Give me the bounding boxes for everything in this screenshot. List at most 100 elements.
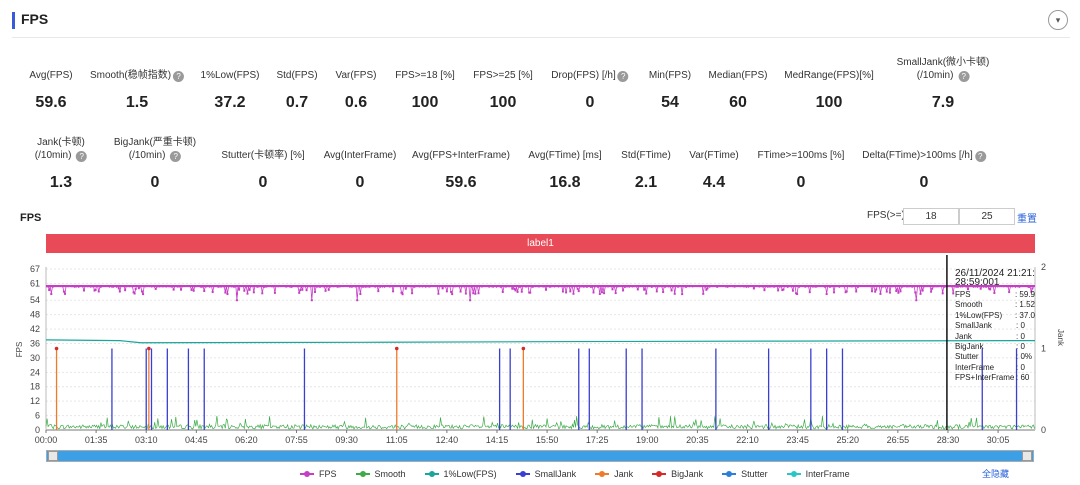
- fps-point: [298, 291, 301, 294]
- legend-item[interactable]: Stutter: [722, 467, 768, 481]
- fps-point: [514, 289, 517, 292]
- jank-marker: [521, 346, 526, 351]
- row2-metric: Delta(FTime)>100ms [/h]? 0: [862, 149, 986, 191]
- threshold-input-1[interactable]: [903, 208, 959, 225]
- fps-point: [529, 291, 532, 294]
- fps-point: [450, 290, 453, 293]
- fps-point: [154, 287, 157, 290]
- tooltip-row: Smooth: 1.52: [955, 300, 1035, 310]
- fps-point: [993, 291, 996, 294]
- metric-value: 0: [796, 174, 806, 191]
- metric-label: Std(FPS): [276, 70, 318, 81]
- fps-point: [299, 289, 302, 292]
- fps-point: [622, 289, 625, 292]
- fps-point: [967, 288, 970, 291]
- legend-item[interactable]: FPS: [300, 467, 337, 481]
- reset-button[interactable]: 重置: [1017, 214, 1037, 225]
- help-icon[interactable]: ?: [170, 151, 182, 162]
- legend-item[interactable]: 1%Low(FPS): [424, 467, 497, 481]
- fps-point: [844, 291, 847, 294]
- tooltip-key: Smooth: [955, 300, 983, 310]
- metric-label: Min(FPS): [648, 70, 692, 81]
- hide-all-button[interactable]: 全隐藏: [982, 469, 1010, 479]
- help-icon[interactable]: ?: [958, 71, 970, 82]
- x-tick-label: 06:20: [235, 435, 258, 445]
- jank-marker: [147, 346, 151, 351]
- tooltip-key: 1%Low(FPS): [955, 310, 1003, 320]
- tooltip-value: : 0: [1016, 362, 1025, 372]
- label-bar[interactable]: label1: [46, 234, 1035, 253]
- tooltip-value: : 59.9: [1014, 290, 1035, 299]
- slider-handle-right[interactable]: [1022, 451, 1032, 461]
- time-range-slider[interactable]: [46, 450, 1034, 462]
- metric-value: 100: [489, 94, 517, 111]
- y-axis-title: FPS: [15, 342, 24, 358]
- smooth-series-line: [45, 415, 1035, 431]
- fps-point: [914, 291, 917, 294]
- tooltip-value: : 0: [1016, 342, 1025, 352]
- fps-point: [871, 290, 874, 293]
- metric-value: 100: [815, 94, 843, 111]
- tooltip-value: : 37.0: [1014, 310, 1035, 320]
- fps-point: [305, 289, 308, 292]
- tooltip-row: Jank: 0: [955, 332, 1035, 342]
- fps-point: [919, 292, 922, 295]
- fps-point: [681, 293, 684, 296]
- fps-point: [248, 288, 251, 291]
- fps-point: [400, 291, 403, 294]
- fps-point: [569, 290, 572, 293]
- metric-value: 2.1: [634, 174, 658, 191]
- y2-axis-title: Jank: [1056, 329, 1065, 347]
- help-icon[interactable]: ?: [173, 71, 185, 82]
- fps-point: [777, 289, 780, 292]
- fps-point: [404, 287, 407, 290]
- metric-value: 0: [355, 174, 365, 191]
- legend-item[interactable]: Smooth: [355, 467, 406, 481]
- tooltip-key: FPS: [955, 290, 971, 299]
- metric-value: 59.6: [35, 94, 67, 111]
- legend-swatch: [515, 471, 530, 477]
- row2-metric: Avg(FPS+InterFrame) 59.6: [412, 149, 510, 191]
- row2-metric: Stutter(卡顿率) [%] 0: [221, 149, 305, 191]
- y2-tick-label: 1: [1041, 344, 1046, 354]
- tooltip-value: : 0: [1016, 321, 1025, 331]
- tooltip-key: FPS+InterFrame: [955, 373, 1015, 383]
- metric-label: SmallJank(微小卡顿): [896, 57, 990, 68]
- row1-metric: Min(FPS) 54: [648, 69, 692, 111]
- fps-point: [261, 292, 264, 295]
- fps-point: [989, 288, 992, 291]
- metric-label: Delta(FTime)>100ms [/h]?: [862, 149, 986, 162]
- slider-handle-left[interactable]: [48, 451, 58, 461]
- tooltip-key: InterFrame: [955, 362, 995, 372]
- accent-bar: [12, 12, 15, 29]
- tooltip-key: BigJank: [955, 342, 984, 352]
- y-tick-label: 36: [30, 338, 40, 348]
- legend-item[interactable]: InterFrame: [786, 467, 850, 481]
- fps-point: [93, 289, 96, 292]
- fps-point: [662, 291, 665, 294]
- legend-item[interactable]: Jank: [595, 467, 633, 481]
- fps-threshold-label: FPS(>=): [867, 210, 905, 221]
- low1-series-line: [45, 339, 1036, 344]
- collapse-icon[interactable]: ▾: [1048, 10, 1068, 30]
- y2-tick-label: 0: [1041, 425, 1046, 435]
- x-tick-label: 03:10: [135, 435, 158, 445]
- legend-label: Smooth: [374, 469, 406, 479]
- row1-metric: 1%Low(FPS) 37.2: [201, 69, 260, 111]
- row2-metric: BigJank(严重卡顿) (/10min) ? 0: [113, 136, 197, 191]
- fps-point: [516, 290, 519, 293]
- metric-label: BigJank(严重卡顿): [113, 137, 197, 148]
- legend-item[interactable]: SmallJank: [515, 467, 576, 481]
- threshold-input-2[interactable]: [959, 208, 1015, 225]
- help-icon[interactable]: ?: [617, 71, 629, 82]
- tooltip-key: Stutter: [955, 352, 979, 362]
- help-icon[interactable]: ?: [76, 151, 88, 162]
- fps-point: [327, 288, 330, 291]
- metric-label: Stutter(卡顿率) [%]: [221, 150, 305, 161]
- fps-point: [238, 288, 241, 291]
- help-icon[interactable]: ?: [974, 151, 986, 162]
- legend-item[interactable]: BigJank: [652, 467, 703, 481]
- x-tick-label: 28:30: [937, 435, 960, 445]
- metric-label: Median(FPS): [708, 70, 768, 81]
